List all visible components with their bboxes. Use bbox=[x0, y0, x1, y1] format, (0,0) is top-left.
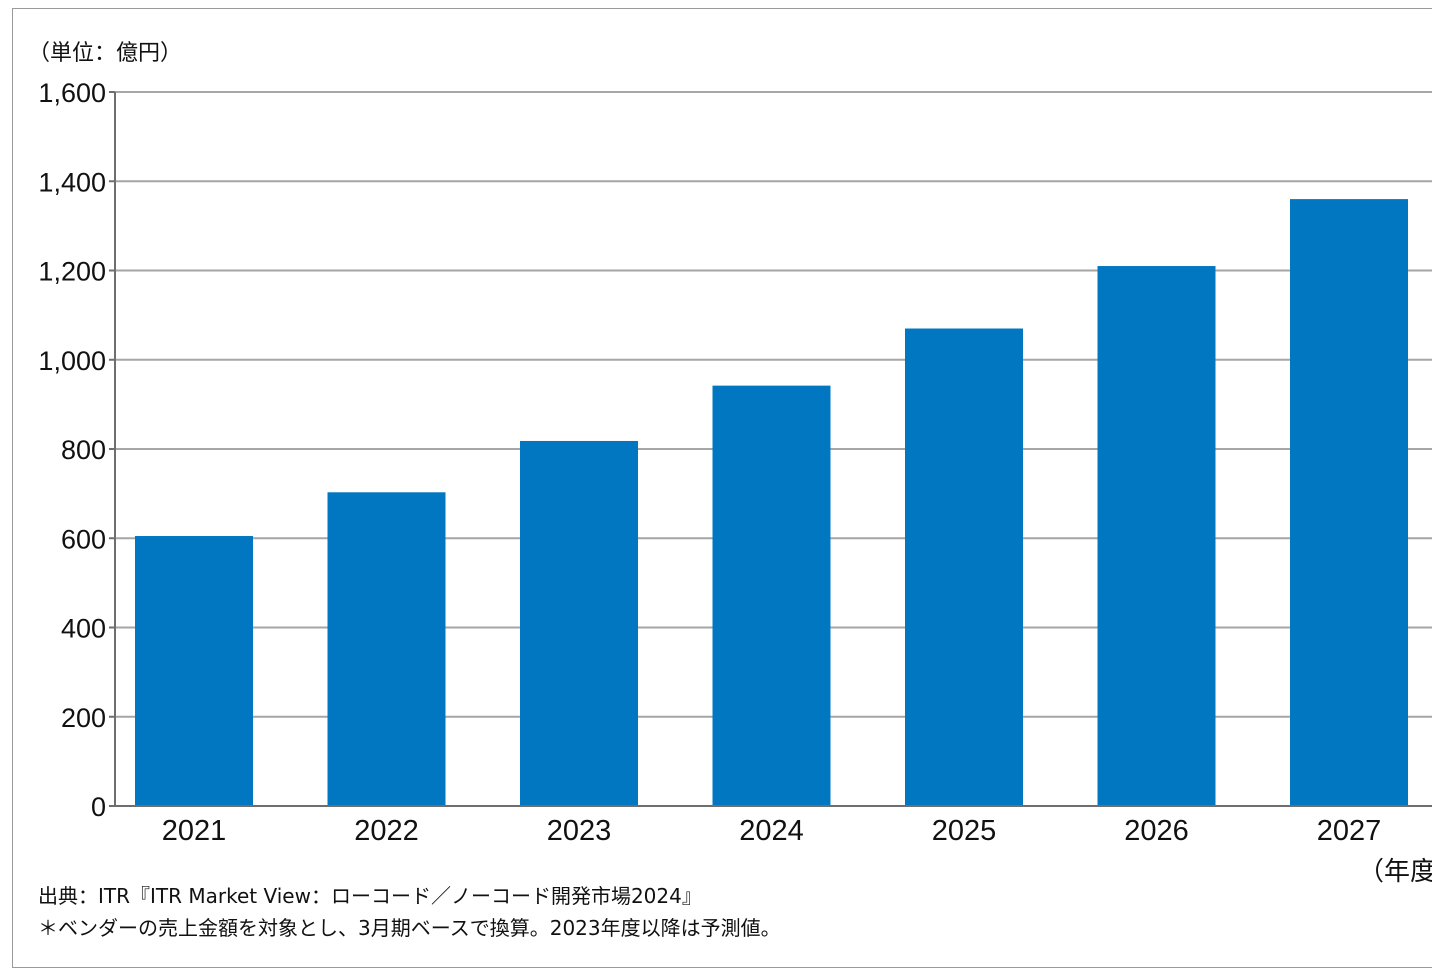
x-tick-label: 2023 bbox=[547, 815, 612, 847]
x-tick-label: 2024 bbox=[739, 815, 804, 847]
x-tick-label: 2026 bbox=[1124, 815, 1189, 847]
bar-2023 bbox=[520, 440, 638, 806]
y-tick-label: 800 bbox=[61, 435, 106, 465]
bar-2026 bbox=[1097, 266, 1216, 807]
y-tick-label: 600 bbox=[61, 524, 106, 554]
y-tick-label: 1,400 bbox=[38, 167, 106, 197]
footnote: ＊ベンダーの売上金額を対象とし、3月期ベースで換算。2023年度以降は予測値。 bbox=[38, 916, 781, 940]
y-tick-label: 0 bbox=[91, 792, 106, 822]
bar-2027 bbox=[1290, 199, 1408, 807]
x-tick-label: 2021 bbox=[162, 815, 227, 847]
y-tick-label: 200 bbox=[61, 703, 106, 733]
unit-label: （単位：億円） bbox=[28, 40, 182, 65]
y-tick-labels: 0 200 400 600 800 1,000 1,200 1,400 1,600 bbox=[38, 78, 106, 822]
axes bbox=[109, 91, 1432, 807]
bars bbox=[135, 199, 1408, 807]
x-tick-labels: 2021 2022 2023 2024 2025 2026 2027 bbox=[162, 815, 1382, 847]
x-tick-label: 2022 bbox=[354, 815, 419, 847]
bar-2024 bbox=[712, 385, 831, 806]
y-tick-label: 1,000 bbox=[38, 346, 106, 376]
y-tick-label: 1,600 bbox=[38, 78, 106, 108]
x-axis-label: （年度） bbox=[1358, 856, 1432, 886]
x-tick-label: 2027 bbox=[1317, 815, 1382, 847]
y-tick-label: 400 bbox=[61, 614, 106, 644]
y-tick-label: 1,200 bbox=[38, 257, 106, 287]
source-note: 出典：ITR『ITR Market View：ローコード／ノーコード開発市場20… bbox=[38, 884, 702, 908]
bar-2022 bbox=[327, 492, 446, 806]
bar-2025 bbox=[905, 328, 1023, 806]
x-tick-label: 2025 bbox=[932, 815, 997, 847]
bar-2021 bbox=[135, 536, 253, 806]
